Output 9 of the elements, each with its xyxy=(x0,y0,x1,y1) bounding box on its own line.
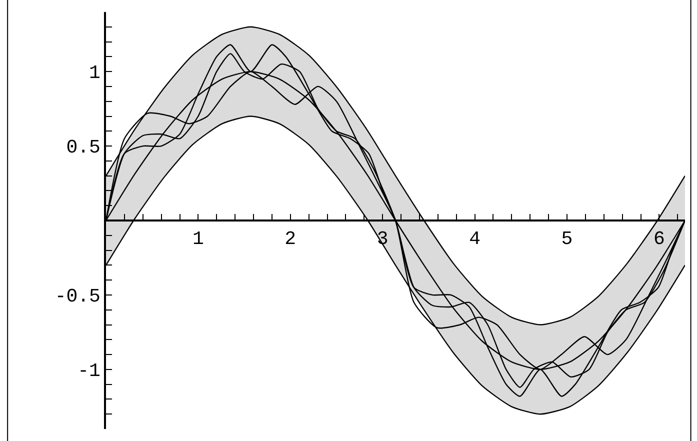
x-tick-label: 5 xyxy=(561,228,573,250)
y-tick-label: -1 xyxy=(78,360,100,382)
x-tick-label: 4 xyxy=(469,228,480,250)
x-tick-label: 6 xyxy=(653,228,665,250)
x-tick-label: 1 xyxy=(192,228,204,250)
y-tick-label: 0.5 xyxy=(66,136,100,159)
x-tick-label: 2 xyxy=(284,228,296,250)
y-tick-label: 1 xyxy=(89,62,100,84)
y-tick-label: -0.5 xyxy=(54,286,100,308)
